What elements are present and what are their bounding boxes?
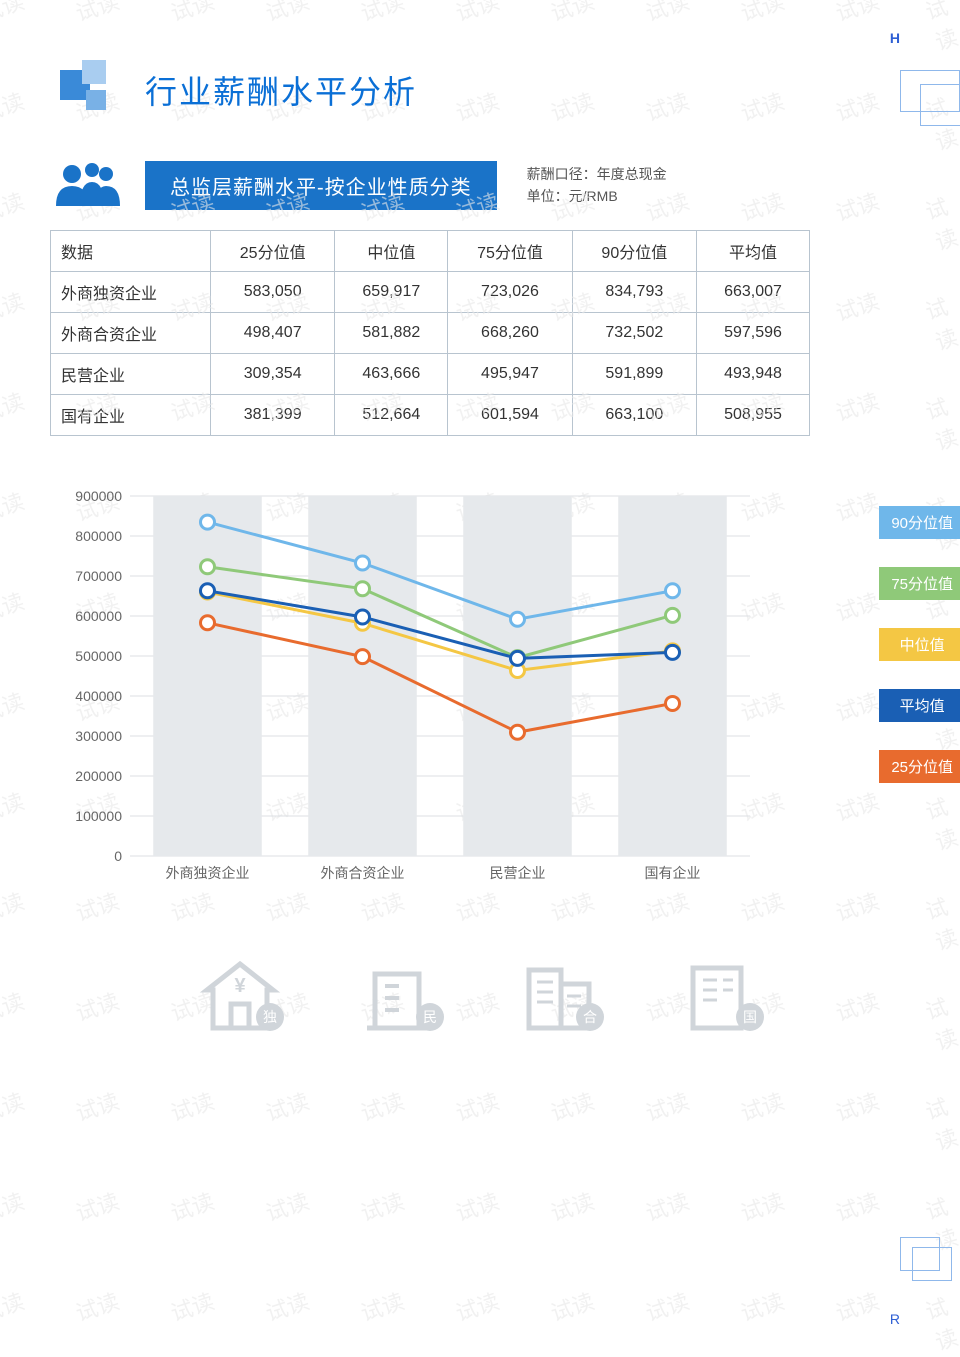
- svg-text:300000: 300000: [75, 728, 122, 744]
- svg-text:国有企业: 国有企业: [645, 865, 701, 881]
- legend-item: 90分位值: [879, 506, 960, 539]
- corner-marker-r: R: [890, 1311, 900, 1327]
- enterprise-type-icon: 国: [670, 951, 770, 1041]
- table-header: 数据: [51, 231, 211, 272]
- table-cell: 659,917: [335, 272, 448, 313]
- table-header: 90分位值: [572, 231, 696, 272]
- svg-text:800000: 800000: [75, 528, 122, 544]
- table-cell: 国有企业: [51, 395, 211, 436]
- svg-text:外商独资企业: 外商独资企业: [166, 865, 250, 881]
- svg-text:民营企业: 民营企业: [490, 865, 546, 881]
- table-cell: 732,502: [572, 313, 696, 354]
- legend-item: 25分位值: [879, 750, 960, 783]
- table-cell: 381,399: [211, 395, 335, 436]
- table-cell: 外商独资企业: [51, 272, 211, 313]
- salary-table: 数据25分位值中位值75分位值90分位值平均值 外商独资企业583,050659…: [50, 230, 810, 436]
- enterprise-type-icon: 民: [350, 951, 450, 1041]
- svg-text:0: 0: [114, 848, 122, 864]
- chart-section: 0 100000 200000 300000 400000 500000 600000 700…: [0, 466, 960, 931]
- svg-text:¥: ¥: [234, 975, 246, 997]
- table-cell: 723,026: [448, 272, 572, 313]
- table-cell: 498,407: [211, 313, 335, 354]
- table-header: 25分位值: [211, 231, 335, 272]
- line-chart: 0 100000 200000 300000 400000 500000 600000 700…: [50, 476, 910, 901]
- table-cell: 663,100: [572, 395, 696, 436]
- logo-icon: [50, 60, 130, 120]
- icon-badge: 民: [416, 1003, 444, 1031]
- svg-text:200000: 200000: [75, 768, 122, 784]
- icon-badge: 独: [256, 1003, 284, 1031]
- people-icon: [50, 160, 130, 210]
- svg-text:700000: 700000: [75, 568, 122, 584]
- table-cell: 601,594: [448, 395, 572, 436]
- meta-line-2: 单位：元/RMB: [527, 185, 667, 207]
- table-cell: 583,050: [211, 272, 335, 313]
- table-cell: 668,260: [448, 313, 572, 354]
- section-meta: 薪酬口径：年度总现金 单位：元/RMB: [527, 163, 667, 208]
- svg-text:500000: 500000: [75, 648, 122, 664]
- legend-item: 平均值: [879, 689, 960, 722]
- table-cell: 597,596: [697, 313, 810, 354]
- table-cell: 外商合资企业: [51, 313, 211, 354]
- table-cell: 591,899: [572, 354, 696, 395]
- table-cell: 309,354: [211, 354, 335, 395]
- svg-text:100000: 100000: [75, 808, 122, 824]
- table-cell: 463,666: [335, 354, 448, 395]
- svg-text:600000: 600000: [75, 608, 122, 624]
- subheader: 总监层薪酬水平-按企业性质分类 薪酬口径：年度总现金 单位：元/RMB: [0, 130, 960, 230]
- table-cell: 834,793: [572, 272, 696, 313]
- svg-text:外商合资企业: 外商合资企业: [321, 865, 405, 881]
- enterprise-type-icon: 合: [510, 951, 610, 1041]
- table-row: 外商独资企业583,050659,917723,026834,793663,00…: [51, 272, 810, 313]
- table-row: 外商合资企业498,407581,882668,260732,502597,59…: [51, 313, 810, 354]
- table-cell: 508,955: [697, 395, 810, 436]
- svg-text:900000: 900000: [75, 488, 122, 504]
- table-cell: 512,664: [335, 395, 448, 436]
- page-title: 行业薪酬水平分析: [145, 67, 417, 113]
- table-header: 平均值: [697, 231, 810, 272]
- chart-legend: 90分位值 75分位值中位值平均值 25分位值: [879, 506, 960, 783]
- icon-badge: 国: [736, 1003, 764, 1031]
- page-header: 行业薪酬水平分析: [0, 0, 960, 130]
- legend-item: 中位值: [879, 628, 960, 661]
- section-title-band: 总监层薪酬水平-按企业性质分类: [145, 161, 497, 210]
- table-header: 75分位值: [448, 231, 572, 272]
- enterprise-icon-row: ¥独民合国: [0, 931, 960, 1061]
- svg-text:400000: 400000: [75, 688, 122, 704]
- table-cell: 581,882: [335, 313, 448, 354]
- data-table-wrap: 数据25分位值中位值75分位值90分位值平均值 外商独资企业583,050659…: [0, 230, 960, 466]
- table-cell: 663,007: [697, 272, 810, 313]
- table-cell: 民营企业: [51, 354, 211, 395]
- icon-badge: 合: [576, 1003, 604, 1031]
- meta-line-1: 薪酬口径：年度总现金: [527, 163, 667, 185]
- table-header: 中位值: [335, 231, 448, 272]
- enterprise-type-icon: ¥独: [190, 951, 290, 1041]
- table-cell: 493,948: [697, 354, 810, 395]
- table-cell: 495,947: [448, 354, 572, 395]
- table-row: 民营企业309,354463,666495,947591,899493,948: [51, 354, 810, 395]
- table-row: 国有企业381,399512,664601,594663,100508,955: [51, 395, 810, 436]
- legend-item: 75分位值: [879, 567, 960, 600]
